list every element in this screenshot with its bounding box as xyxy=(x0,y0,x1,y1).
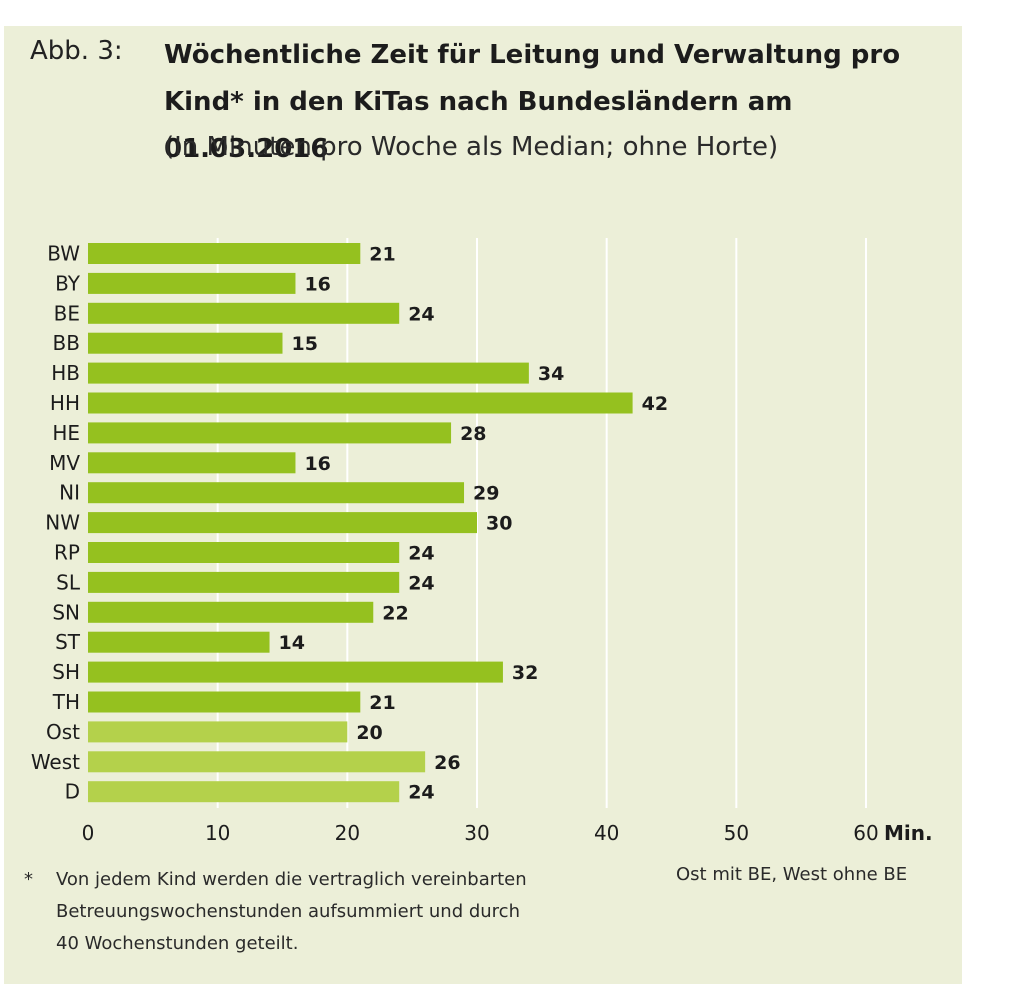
x-tick-20: 20 xyxy=(335,821,360,845)
value-label-west: 26 xyxy=(434,752,460,774)
value-label-sl: 24 xyxy=(408,572,434,594)
value-label-hh: 42 xyxy=(642,393,668,415)
x-axis-ticks: 0 10 20 30 40 50 60 Min. xyxy=(82,821,933,845)
bar-bw xyxy=(88,243,361,264)
chart-title: Wöchentliche Zeit für Leitung und Verwal… xyxy=(164,40,901,164)
value-label-nw: 30 xyxy=(486,513,512,535)
value-label-by: 16 xyxy=(304,273,330,295)
bar-d xyxy=(88,781,400,803)
value-label-mv: 16 xyxy=(304,453,330,475)
bar-sn xyxy=(88,601,374,623)
value-label-rp: 24 xyxy=(408,543,434,565)
x-tick-0: 0 xyxy=(82,821,95,845)
bars xyxy=(88,243,633,803)
value-label-ost: 20 xyxy=(356,722,382,744)
category-label-sn: SN xyxy=(52,600,80,624)
footnote-line-1: Von jedem Kind werden die vertraglich ve… xyxy=(56,869,527,890)
footnote-line-3: 40 Wochenstunden geteilt. xyxy=(56,933,299,954)
bar-hh xyxy=(88,392,633,414)
category-label-th: TH xyxy=(52,690,80,714)
value-label-bb: 15 xyxy=(292,333,318,355)
category-label-bb: BB xyxy=(53,331,80,355)
bar-hb xyxy=(88,362,529,384)
x-tick-10: 10 xyxy=(205,821,230,845)
value-label-sn: 22 xyxy=(382,602,408,624)
bar-be xyxy=(88,302,400,324)
category-label-sl: SL xyxy=(56,570,81,594)
category-label-rp: RP xyxy=(54,541,80,565)
value-label-st: 14 xyxy=(279,632,305,654)
footnote-marker: * xyxy=(24,869,33,890)
value-label-bw: 21 xyxy=(369,244,395,266)
bar-rp xyxy=(88,542,400,563)
category-label-he: HE xyxy=(52,421,80,445)
value-label-ni: 29 xyxy=(473,483,499,505)
footnote-line-2: Betreuungswochenstunden aufsummiert und … xyxy=(56,901,520,922)
category-label-by: BY xyxy=(55,271,81,295)
x-axis-unit: Min. xyxy=(884,821,933,845)
bar-he xyxy=(88,422,452,444)
category-label-d: D xyxy=(65,780,80,804)
category-label-mv: MV xyxy=(49,451,80,475)
category-label-be: BE xyxy=(54,301,80,325)
category-label-ost: Ost xyxy=(46,720,80,744)
value-label-th: 21 xyxy=(369,692,395,714)
category-label-nw: NW xyxy=(45,511,80,535)
chart-subtitle: (In Minuten pro Woche als Median; ohne H… xyxy=(164,132,779,162)
bar-th xyxy=(88,691,361,713)
bar-st xyxy=(88,631,270,653)
bar-mv xyxy=(88,452,296,474)
x-tick-50: 50 xyxy=(724,821,749,845)
bar-ost xyxy=(88,721,348,743)
category-label-st: ST xyxy=(55,630,81,654)
value-label-be: 24 xyxy=(408,303,434,325)
value-label-sh: 32 xyxy=(512,662,538,684)
bar-bb xyxy=(88,332,283,354)
value-label-d: 24 xyxy=(408,782,434,804)
category-label-west: West xyxy=(31,750,80,774)
value-label-hb: 34 xyxy=(538,363,564,385)
x-tick-60: 60 xyxy=(853,821,878,845)
category-label-ni: NI xyxy=(59,481,80,505)
chart-panel xyxy=(4,26,962,984)
x-tick-30: 30 xyxy=(464,821,489,845)
footnote: * Von jedem Kind werden die vertraglich v… xyxy=(24,864,527,960)
value-label-he: 28 xyxy=(460,423,486,445)
category-label-sh: SH xyxy=(52,660,80,684)
bar-ni xyxy=(88,482,465,504)
figure-label: Abb. 3: xyxy=(30,36,123,66)
region-note: Ost mit BE, West ohne BE xyxy=(676,864,908,885)
bar-by xyxy=(88,272,296,294)
category-label-hh: HH xyxy=(50,391,80,415)
bar-west xyxy=(88,751,426,773)
bar-sl xyxy=(88,571,400,593)
x-tick-40: 40 xyxy=(594,821,619,845)
bar-sh xyxy=(88,661,503,683)
category-label-hb: HB xyxy=(51,361,80,385)
bar-nw xyxy=(88,512,477,534)
category-labels: BW BY BE BB HB HH HE MV NI NW RP SL SN ST SH TH Ost West D xyxy=(31,242,81,804)
category-label-bw: BW xyxy=(47,242,80,266)
